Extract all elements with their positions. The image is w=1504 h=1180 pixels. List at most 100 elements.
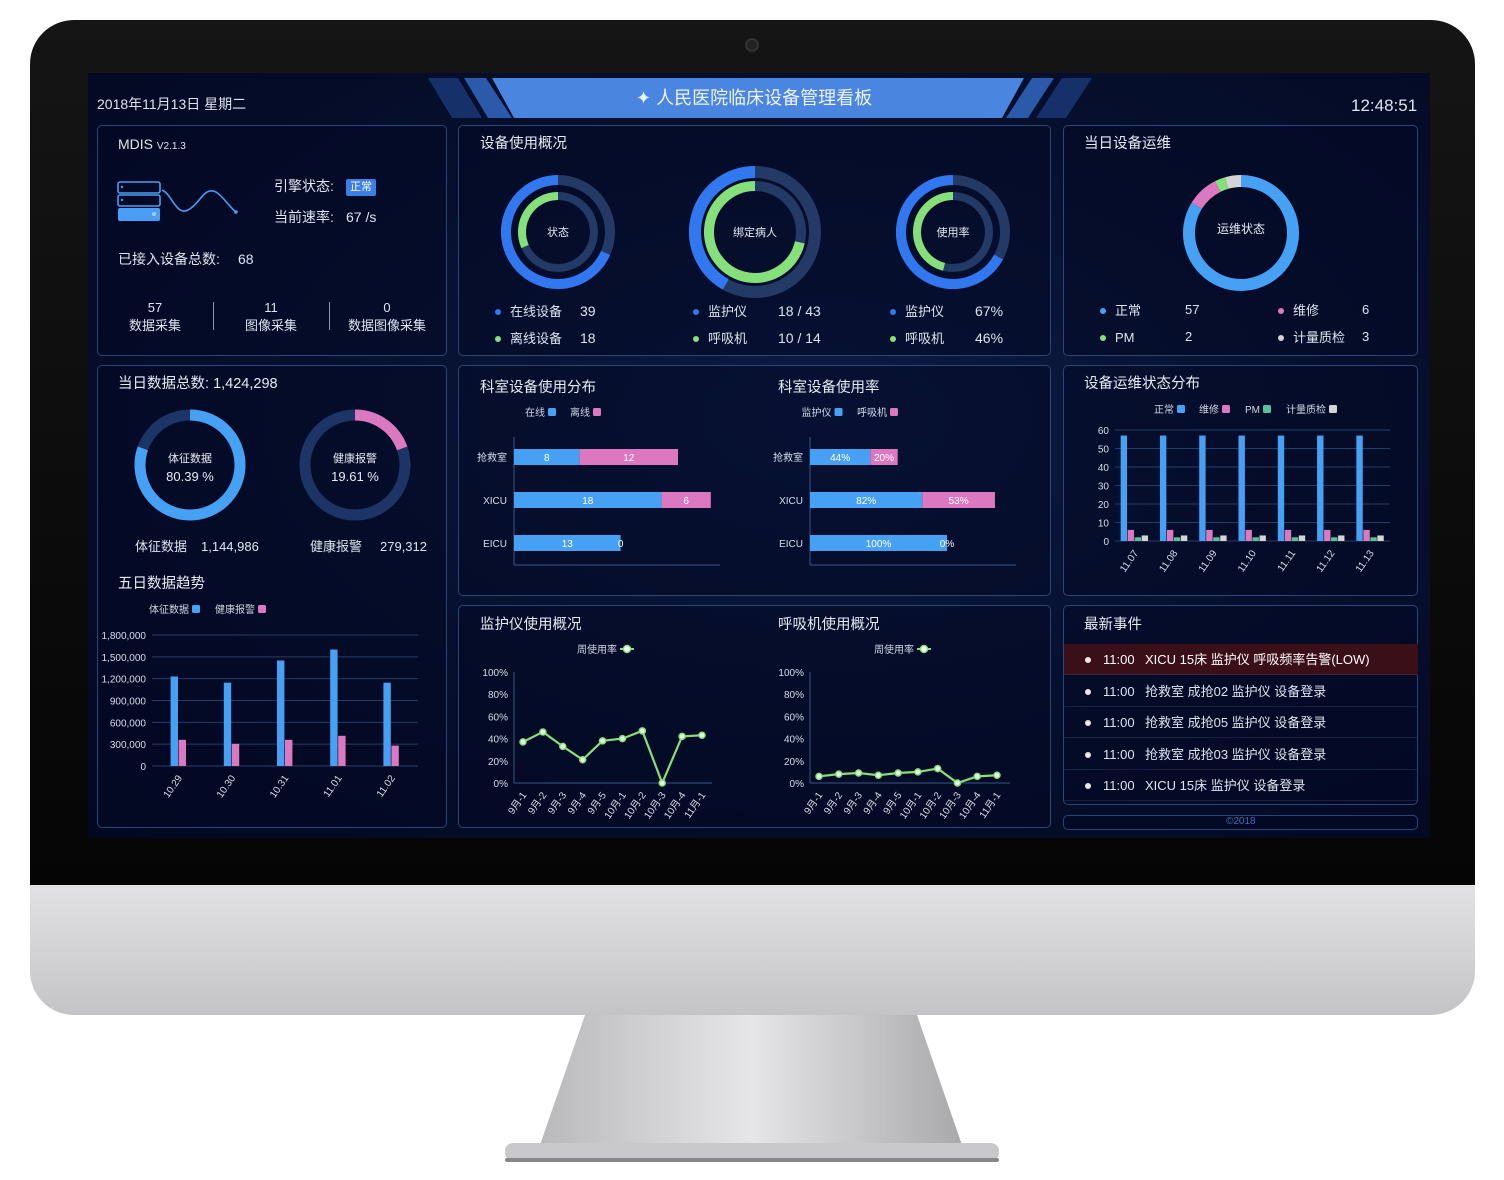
event-time: 11:00 [1103,652,1135,667]
maintenance-distribution-panel [1063,365,1418,596]
maintenance-distribution-title: 设备运维状态分布 [1084,376,1200,392]
event-time: 11:00 [1103,683,1135,699]
legend-value: 6 [1362,302,1370,317]
copyright: ©2018 [1226,816,1256,827]
engine-status-label: 引擎状态: [274,178,334,194]
bullet-icon [1085,783,1091,789]
department-panel [458,365,1051,596]
camera-icon [745,38,759,52]
divider [329,302,330,330]
event-row[interactable] [1064,676,1418,707]
event-text: XICU 15床 监护仪 设备登录 [1145,778,1306,793]
legend-label: 呼吸机 [905,331,945,346]
monitor-chin [30,885,1475,1015]
legend-label: 监护仪 [708,304,748,319]
mdis-name: MDIS V2.1.3 [118,136,186,155]
usage-panel [458,125,1051,356]
legend-value: 57 [1185,302,1200,317]
daily-total: 当日数据总数: 1,424,298 [118,376,278,392]
legend-label: 正常 [1115,303,1142,318]
events-title: 最新事件 [1084,617,1142,633]
server-icon [117,181,238,221]
event-text: 抢救室 成抢03 监护仪 设备登录 [1145,746,1327,762]
health-alarm-label: 健康报警 [310,539,363,554]
mdis-name-text: MDIS [118,136,153,152]
engine-status-badge: 正常 [346,179,376,196]
legend-value: 18 / 43 [778,303,821,319]
stat-label: 数据采集 [128,318,181,333]
monitor-usage-title: 监护仪使用概况 [480,617,582,633]
event-row[interactable] [1064,707,1418,738]
legend-value: 10 / 14 [778,330,821,346]
legend-label: 监护仪 [905,304,945,319]
event-text: 抢救室 成抢02 监护仪 设备登录 [1145,683,1327,699]
vital-data-label: 体征数据 [135,539,188,554]
event-text: XICU 15床 监护仪 呼吸频率告警(LOW) [1145,652,1370,667]
daily-total-value: 1,424,298 [213,376,278,392]
stat-value: 57 [147,300,163,315]
rate-value: 67 /s [346,209,377,225]
legend-dot-icon [1278,308,1284,314]
sparkle-icon: ✦ [636,88,657,108]
bullet-icon [1085,657,1091,663]
legend-value: 2 [1185,329,1193,344]
total-devices-label: 已接入设备总数: [118,251,220,267]
bullet-icon [1085,688,1091,695]
maintenance-title: 当日设备运维 [1084,136,1171,152]
legend-label: 计量质检 [1293,330,1346,345]
event-text: 抢救室 成抢05 监护仪 设备登录 [1145,715,1327,730]
mdis-version: V2.1.3 [156,141,186,152]
mdis-panel [97,125,447,356]
legend-dot-icon [1100,335,1106,341]
five-day-title: 五日数据趋势 [118,576,205,592]
legend-dot-icon [1278,335,1284,341]
event-row[interactable] [1064,644,1418,675]
event-row[interactable] [1064,770,1418,801]
legend-label: PM [1115,330,1135,345]
usage-title: 设备使用概况 [480,136,567,152]
legend-dot-icon [1100,308,1106,314]
green-dot-icon [495,336,501,342]
events-panel [1063,605,1418,805]
legend-value: 46% [975,330,1004,346]
dashboard-title: ✦ 人民医院临床设备管理看板 [636,88,872,108]
daily-data-panel [97,365,447,828]
bullet-icon [1085,751,1091,758]
rate-label: 当前速率: [274,209,334,225]
daily-total-label: 当日数据总数: [118,376,210,392]
event-row[interactable] [1064,739,1418,770]
legend-value: 67% [975,303,1004,319]
stat-value: 0 [383,300,391,315]
bullet-icon [1085,720,1091,726]
maintenance-panel [1063,125,1418,356]
event-time: 11:00 [1103,778,1135,793]
usage-trend-panel [458,605,1051,828]
blue-dot-icon [495,309,501,315]
stat-label: 图像采集 [244,318,297,333]
vital-data-value: 1,144,986 [201,539,259,554]
green-dot-icon [890,336,896,342]
total-devices-value: 68 [238,251,254,267]
legend-value: 39 [580,303,596,319]
clock: 12:48:51 [1351,96,1418,115]
green-dot-icon [693,336,699,342]
legend-label: 在线设备 [510,304,563,319]
footer-bar [1063,815,1418,830]
date-label: 2018年11月13日 星期二 [97,96,247,112]
stat-value: 11 [264,300,278,315]
stat-label: 数据图像采集 [347,318,426,333]
event-time: 11:00 [1103,746,1135,762]
blue-dot-icon [890,309,896,315]
health-alarm-value: 279,312 [380,539,427,554]
legend-value: 3 [1362,329,1370,344]
legend-label: 呼吸机 [708,331,748,346]
ventilator-usage-title: 呼吸机使用概况 [778,617,880,633]
dept-distribution-title: 科室设备使用分布 [480,380,596,396]
legend-label: 维修 [1293,303,1320,318]
dashboard-title-text: 人民医院临床设备管理看板 [656,88,873,108]
legend-value: 18 [580,330,596,346]
legend-label: 离线设备 [510,331,563,346]
divider [213,302,214,330]
event-time: 11:00 [1103,715,1135,730]
